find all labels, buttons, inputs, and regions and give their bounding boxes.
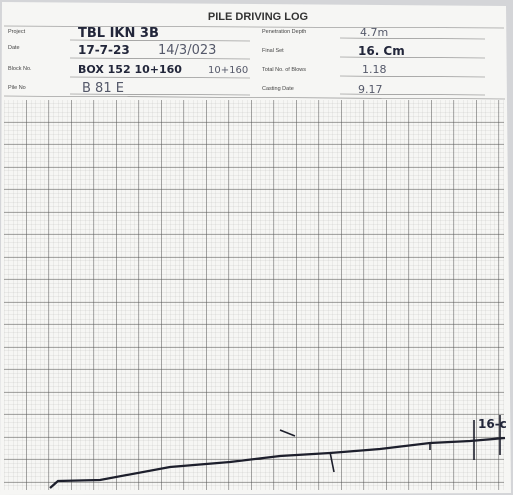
log-sheet: 16-c PILE DRIVING LOG Project Date Block… <box>0 0 513 495</box>
field-value: B 81 E <box>82 81 124 96</box>
grid-coarse <box>4 100 504 490</box>
field-value: 14/3/023 <box>158 43 216 58</box>
field-value: 10+160 <box>208 65 248 76</box>
page: {"header": {"title": "PILE DRIVING LOG"}… <box>0 0 513 495</box>
field-value: 1.18 <box>362 63 387 76</box>
field-label: Casting Date <box>262 86 294 92</box>
field-value: 4.7m <box>360 26 388 39</box>
title: PILE DRIVING LOG <box>208 11 308 23</box>
field-label: Penetration Depth <box>262 29 306 35</box>
field-value: 16. Cm <box>358 44 405 58</box>
field-label: Pile No <box>8 85 26 91</box>
field-value: 9.17 <box>358 83 383 96</box>
field-value: 17-7-23 <box>78 43 130 57</box>
field-value: BOX 152 10+160 <box>78 63 182 76</box>
annotation: 16-c <box>478 417 507 431</box>
field-label: Date <box>8 45 20 51</box>
field-label: Final Set <box>262 48 284 54</box>
field-label: Project <box>8 29 26 35</box>
field-label: Total No. of Blows <box>262 67 306 73</box>
field-value: TBL IKN 3B <box>78 26 159 41</box>
field-label: Block No. <box>8 66 32 72</box>
